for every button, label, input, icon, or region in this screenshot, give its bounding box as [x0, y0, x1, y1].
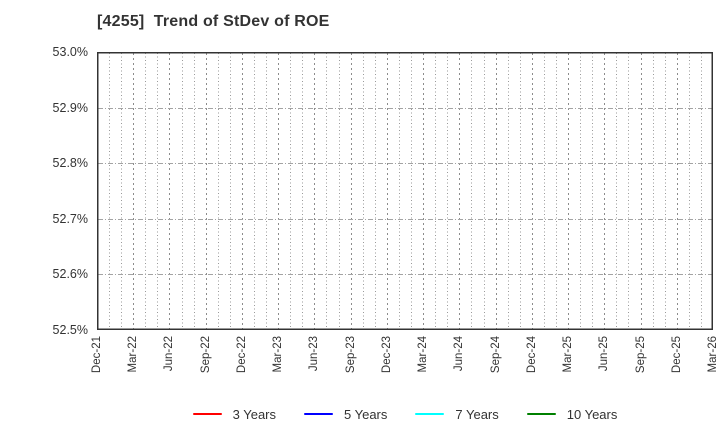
x-tick-label: Mar-24: [417, 336, 430, 373]
y-tick-label: 52.5%: [52, 323, 88, 337]
y-tick-label: 52.7%: [52, 211, 88, 226]
legend-item-10-years: 10 Years: [526, 406, 618, 422]
x-tick-label: Dec-23: [380, 336, 393, 374]
legend: 3 Years 5 Years 7 Years 10 Years: [97, 403, 713, 425]
x-tick-label: Sep-23: [344, 336, 357, 374]
x-tick-label: Dec-24: [525, 336, 538, 374]
x-tick-label: Sep-24: [489, 336, 502, 374]
legend-label: 5 Years: [344, 406, 388, 422]
plot-area: [97, 52, 713, 330]
chart-title: [4255] Trend of StDev of ROE: [97, 13, 330, 30]
x-tick-label: Jun-23: [308, 336, 321, 372]
legend-label: 10 Years: [566, 406, 618, 422]
legend-label: 7 Years: [455, 406, 499, 422]
x-tick-label: Mar-26: [707, 336, 719, 373]
x-tick-label: Dec-25: [670, 336, 683, 374]
x-tick-label: Mar-25: [562, 336, 575, 373]
legend-line-icon: [192, 412, 222, 416]
x-tick-label: Jun-22: [163, 336, 176, 372]
plot-grid: [97, 52, 713, 330]
x-tick-label: Sep-22: [199, 336, 212, 374]
legend-line-icon: [304, 412, 333, 416]
legend-item-7-years: 7 Years: [415, 406, 499, 422]
x-tick-label: Sep-25: [634, 336, 647, 374]
y-tick-label: 52.6%: [52, 267, 88, 282]
y-tick-label: 53.0%: [52, 45, 88, 59]
x-tick-label: Mar-23: [272, 336, 285, 373]
plot-border: [97, 52, 713, 330]
y-tick-label: 52.9%: [52, 100, 88, 115]
legend-item-3-years: 3 Years: [192, 406, 276, 422]
y-tick-label: 52.8%: [52, 156, 88, 171]
legend-line-icon: [415, 412, 445, 416]
x-tick-label: Dec-21: [91, 336, 103, 374]
legend-item-5-years: 5 Years: [304, 407, 387, 422]
legend-line-icon: [526, 412, 556, 416]
x-tick-label: Jun-25: [598, 336, 611, 372]
x-tick-label: Mar-22: [127, 336, 140, 373]
x-tick-label: Jun-24: [453, 336, 466, 372]
legend-label: 3 Years: [232, 406, 276, 422]
x-tick-label: Dec-22: [235, 336, 248, 374]
